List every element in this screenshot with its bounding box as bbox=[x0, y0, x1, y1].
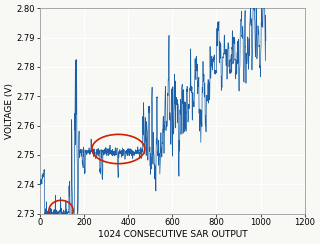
Y-axis label: VOLTAGE (V): VOLTAGE (V) bbox=[5, 83, 14, 139]
X-axis label: 1024 CONSECUTIVE SAR OUTPUT: 1024 CONSECUTIVE SAR OUTPUT bbox=[98, 230, 247, 239]
